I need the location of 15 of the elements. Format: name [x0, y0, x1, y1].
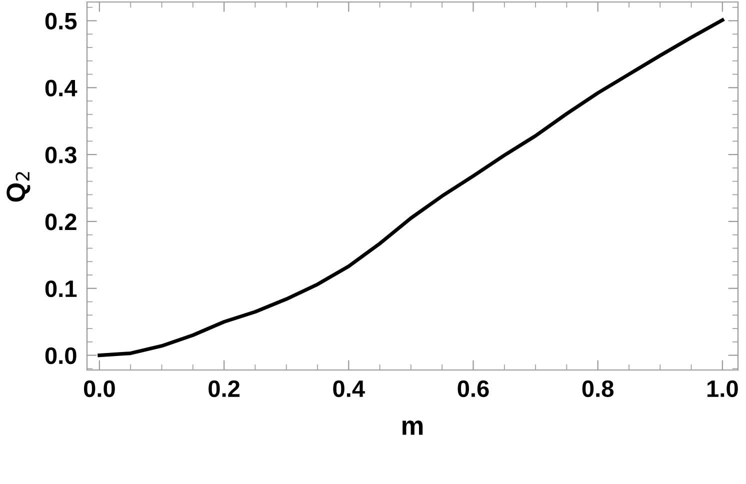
y-tick-label: 0.0	[45, 347, 76, 364]
y-axis-title: Q$_{2}$	[6, 172, 30, 202]
x-axis-title: m	[402, 420, 423, 435]
x-tick-label: 0.2	[208, 380, 240, 398]
x-tick-label: 0.6	[458, 380, 489, 398]
y-tick-label: 0.5	[45, 12, 77, 30]
y-tick-label: 0.4	[45, 80, 78, 96]
x-tick-label: 1.0	[708, 380, 738, 398]
line-series	[98, 18, 724, 358]
y-tick-label: 0.3	[45, 146, 76, 164]
y-tick-label: 0.1	[45, 280, 77, 298]
y-tick-label: 0.2	[45, 214, 76, 230]
x-tick-label: 0.4	[333, 380, 365, 398]
x-tick-label: 0.0	[84, 380, 115, 398]
x-tick-label: 0.8	[582, 380, 614, 398]
